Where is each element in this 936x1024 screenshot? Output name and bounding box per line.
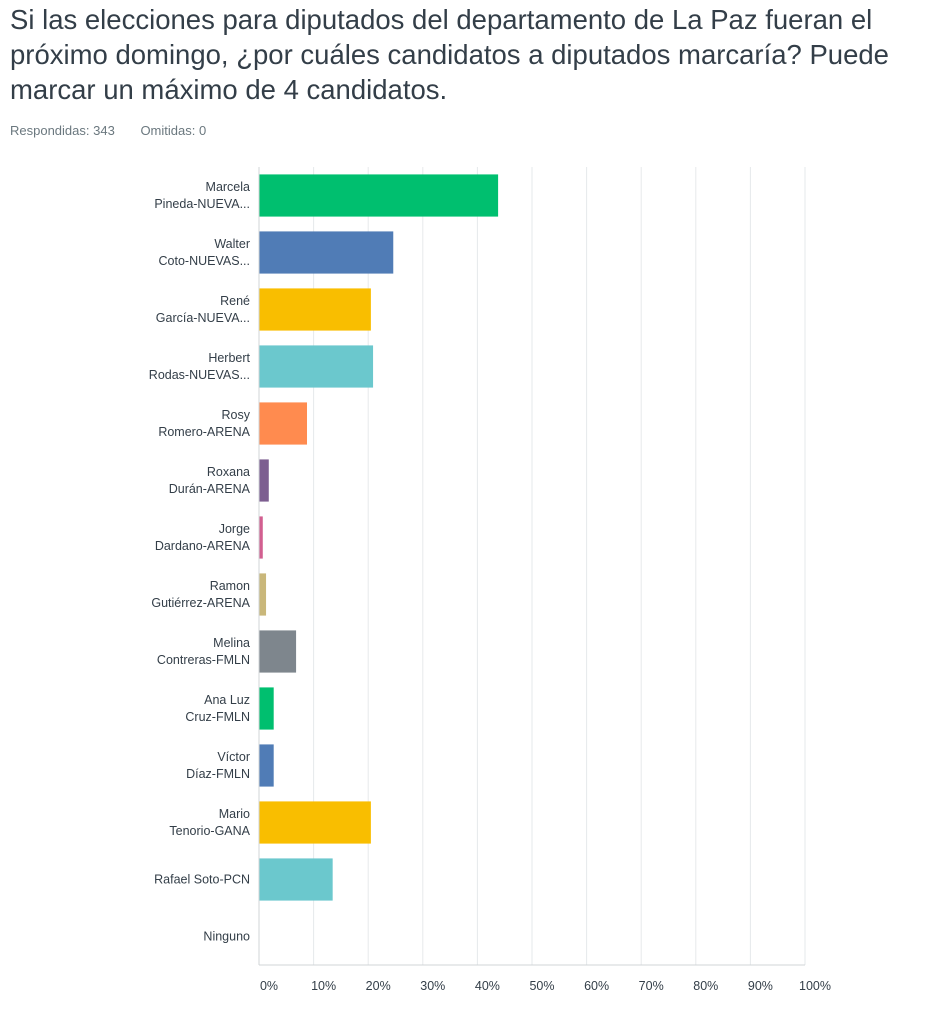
category-label: Jorge <box>219 522 250 536</box>
bar <box>259 288 371 331</box>
x-tick-label: 30% <box>420 979 445 993</box>
bar <box>259 573 267 616</box>
category-label: Rosy <box>222 408 251 422</box>
x-tick-label: 10% <box>311 979 336 993</box>
bar <box>259 858 333 901</box>
category-label: Durán-ARENA <box>169 482 251 496</box>
bar <box>259 345 374 388</box>
category-label: Roxana <box>207 465 250 479</box>
category-label: Rafael Soto-PCN <box>154 873 250 887</box>
category-label: René <box>220 294 250 308</box>
bar <box>259 402 308 445</box>
x-tick-label: 70% <box>639 979 664 993</box>
category-label: Rodas-NUEVAS... <box>149 368 250 382</box>
x-tick-label: 50% <box>529 979 554 993</box>
bar <box>259 516 263 559</box>
x-tick-label: 100% <box>799 979 831 993</box>
bar <box>259 687 274 730</box>
skipped-count: Omitidas: 0 <box>140 123 207 138</box>
bar <box>259 174 499 217</box>
category-label: Romero-ARENA <box>158 425 250 439</box>
x-tick-label: 0% <box>260 979 278 993</box>
category-label: Víctor <box>217 750 250 764</box>
bar <box>259 231 394 274</box>
category-label: Mario <box>219 807 250 821</box>
category-label: Cruz-FMLN <box>185 710 250 724</box>
bar <box>259 801 371 844</box>
bar <box>259 744 274 787</box>
bar <box>259 630 297 673</box>
response-stats: Respondidas: 343 Omitidas: 0 <box>10 123 206 138</box>
category-label: Pineda-NUEVA... <box>154 197 250 211</box>
x-tick-label: 40% <box>475 979 500 993</box>
x-tick-label: 20% <box>366 979 391 993</box>
category-label: Díaz-FMLN <box>186 767 250 781</box>
category-label: Marcela <box>206 180 251 194</box>
answered-count: Respondidas: 343 <box>10 123 115 138</box>
category-label: Dardano-ARENA <box>155 539 251 553</box>
category-label: García-NUEVA... <box>156 311 250 325</box>
category-label: Ramon <box>210 579 250 593</box>
category-label: Walter <box>214 237 250 251</box>
x-tick-label: 90% <box>748 979 773 993</box>
category-label: Contreras-FMLN <box>157 653 250 667</box>
x-tick-label: 80% <box>693 979 718 993</box>
x-tick-label: 60% <box>584 979 609 993</box>
category-label: Ninguno <box>203 930 250 944</box>
question-title: Si las elecciones para diputados del dep… <box>10 4 889 105</box>
category-label: Tenorio-GANA <box>169 824 250 838</box>
category-label: Melina <box>213 636 250 650</box>
category-label: Coto-NUEVAS... <box>159 254 250 268</box>
category-label: Ana Luz <box>204 693 250 707</box>
category-label: Gutiérrez-ARENA <box>151 596 250 610</box>
category-label: Herbert <box>208 351 250 365</box>
bar <box>259 459 269 502</box>
